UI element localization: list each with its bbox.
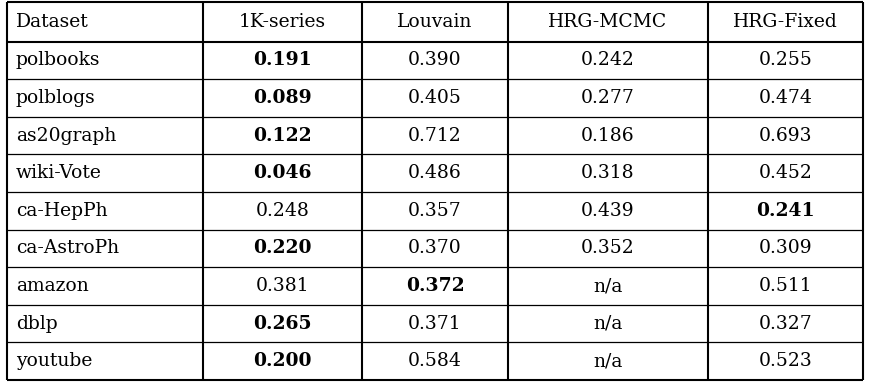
Text: as20graph: as20graph [16,127,116,145]
Text: 1K-series: 1K-series [239,13,326,31]
Text: 0.046: 0.046 [253,164,311,182]
Text: 0.186: 0.186 [580,127,634,145]
Text: 0.511: 0.511 [758,277,812,295]
Text: 0.381: 0.381 [255,277,308,295]
Text: youtube: youtube [16,352,92,370]
Text: 0.405: 0.405 [408,89,461,107]
Text: 0.242: 0.242 [580,52,634,70]
Text: n/a: n/a [593,315,622,333]
Text: 0.712: 0.712 [408,127,461,145]
Text: 0.277: 0.277 [580,89,634,107]
Text: polbooks: polbooks [16,52,100,70]
Text: Dataset: Dataset [16,13,89,31]
Text: 0.200: 0.200 [253,352,311,370]
Text: 0.220: 0.220 [253,240,311,257]
Text: Louvain: Louvain [397,13,472,31]
Text: 0.693: 0.693 [758,127,812,145]
Text: 0.309: 0.309 [758,240,812,257]
Text: 0.191: 0.191 [253,52,311,70]
Text: 0.370: 0.370 [408,240,461,257]
Text: polblogs: polblogs [16,89,96,107]
Text: 0.452: 0.452 [758,164,812,182]
Text: amazon: amazon [16,277,89,295]
Text: 0.318: 0.318 [580,164,634,182]
Text: 0.327: 0.327 [758,315,812,333]
Text: 0.584: 0.584 [408,352,461,370]
Text: 0.255: 0.255 [758,52,812,70]
Text: n/a: n/a [593,352,622,370]
Text: 0.439: 0.439 [580,202,634,220]
Text: 0.486: 0.486 [408,164,461,182]
Text: 0.241: 0.241 [755,202,814,220]
Text: 0.265: 0.265 [253,315,311,333]
Text: 0.371: 0.371 [408,315,461,333]
Text: ca-AstroPh: ca-AstroPh [16,240,119,257]
Text: n/a: n/a [593,277,622,295]
Text: 0.357: 0.357 [408,202,461,220]
Text: HRG-MCMC: HRG-MCMC [547,13,667,31]
Text: HRG-Fixed: HRG-Fixed [733,13,837,31]
Text: 0.089: 0.089 [253,89,311,107]
Text: ca-HepPh: ca-HepPh [16,202,107,220]
Text: 0.474: 0.474 [758,89,812,107]
Text: dblp: dblp [16,315,57,333]
Text: 0.122: 0.122 [253,127,311,145]
Text: 0.352: 0.352 [580,240,634,257]
Text: 0.523: 0.523 [758,352,812,370]
Text: 0.390: 0.390 [408,52,461,70]
Text: 0.372: 0.372 [405,277,464,295]
Text: 0.248: 0.248 [255,202,309,220]
Text: wiki-Vote: wiki-Vote [16,164,102,182]
